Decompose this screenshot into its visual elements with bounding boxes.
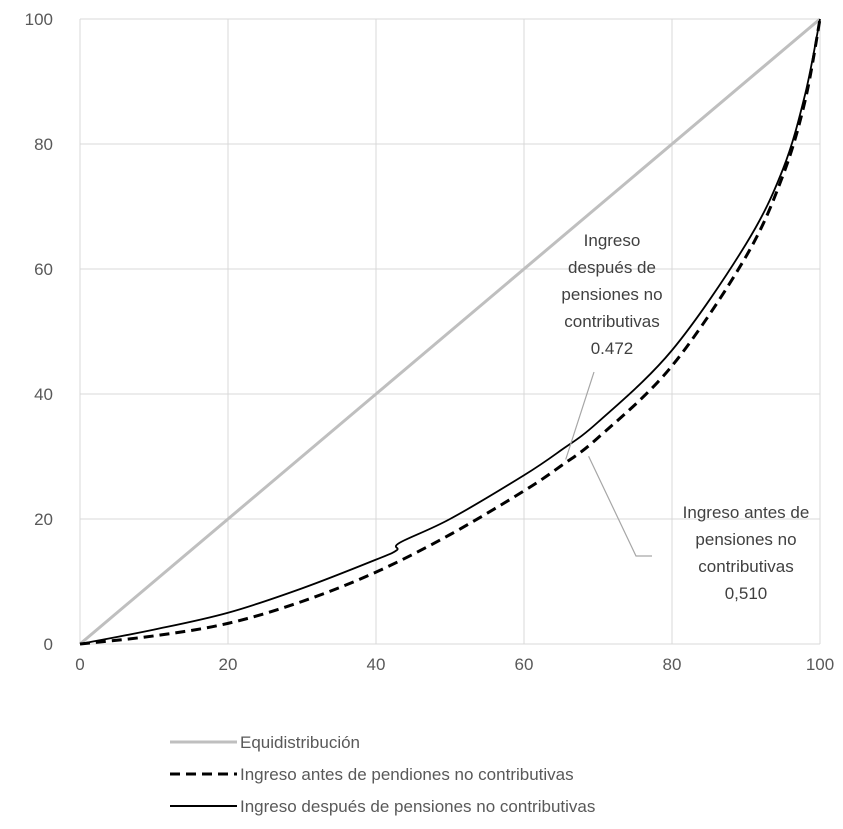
y-tick-label: 20 xyxy=(34,510,53,529)
annotation-before-leader xyxy=(588,455,652,557)
y-tick-label: 80 xyxy=(34,135,53,154)
y-tick-label: 40 xyxy=(34,385,53,404)
annotations: Ingreso después de pensiones no contributiv… xyxy=(561,231,809,603)
legend: Equidistribución Ingreso antes de pendion… xyxy=(170,733,595,816)
y-tick-label: 0 xyxy=(44,635,53,654)
legend-label-1: Equidistribución xyxy=(240,733,360,752)
annotation-after-line: contributivas xyxy=(564,312,659,331)
annotation-before-line: Ingreso antes de xyxy=(683,503,810,522)
annotation-after-leader xyxy=(565,371,595,460)
series-line-2 xyxy=(79,18,822,646)
x-tick-label: 20 xyxy=(219,655,238,674)
y-axis-tick-labels: 0 20 40 60 80 100 xyxy=(25,10,53,654)
series-line-3 xyxy=(79,18,821,645)
legend-label-2: Ingreso antes de pendiones no contributi… xyxy=(240,765,574,784)
annotation-after-line: después de xyxy=(568,258,656,277)
x-tick-label: 80 xyxy=(663,655,682,674)
legend-label-3: Ingreso después de pensiones no contribu… xyxy=(240,797,595,816)
grid-lines xyxy=(79,18,821,645)
x-tick-label: 100 xyxy=(806,655,834,674)
y-tick-label: 100 xyxy=(25,10,53,29)
annotation-before-line: pensiones no xyxy=(695,530,796,549)
annotation-before-line: contributivas xyxy=(698,557,793,576)
x-axis-tick-labels: 0 20 40 60 80 100 xyxy=(75,655,834,674)
annotation-after-line: Ingreso xyxy=(584,231,641,250)
x-tick-label: 60 xyxy=(515,655,534,674)
series-lines xyxy=(79,17,822,646)
series-line-1 xyxy=(79,17,821,646)
y-tick-label: 60 xyxy=(34,260,53,279)
x-tick-label: 40 xyxy=(367,655,386,674)
annotation-after-line: 0.472 xyxy=(591,339,634,358)
annotation-after-line: pensiones no xyxy=(561,285,662,304)
annotation-before-line: 0,510 xyxy=(725,584,768,603)
x-tick-label: 0 xyxy=(75,655,84,674)
